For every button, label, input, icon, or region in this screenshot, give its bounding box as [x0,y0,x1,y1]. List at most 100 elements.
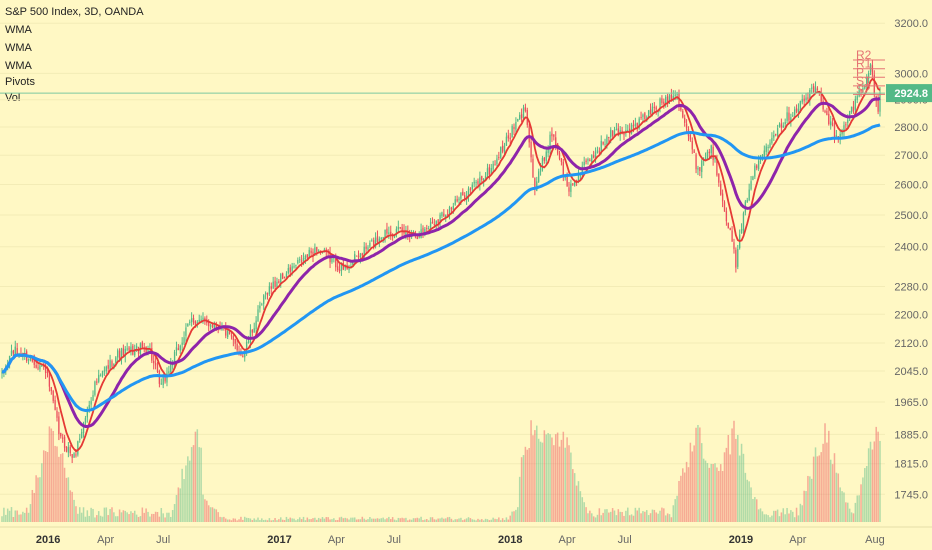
volume-bar [786,507,788,522]
candle-body [245,341,248,351]
volume-bar [865,466,868,522]
candle-body [534,178,536,190]
volume-bar [670,517,673,522]
candle-body [276,281,278,287]
volume-bar [723,452,726,522]
volume-bar [572,469,574,522]
volume-bar [48,426,51,522]
candle-body [458,198,460,201]
volume-bar [115,516,117,522]
volume-bar [215,509,218,522]
volume-bar [285,516,288,522]
candle-body [547,150,549,153]
volume-bar [50,428,53,522]
candle-body [90,401,92,405]
volume-bar [528,448,530,522]
candle-body [811,87,813,89]
candle-body [708,151,710,154]
candle-body [422,227,424,232]
candle-body [729,227,731,230]
candle-body [73,453,75,458]
volume-bar [469,518,472,522]
candle-body [247,341,250,343]
volume-bar [446,517,449,522]
volume-bar [401,517,403,522]
y-tick-label: 2600.0 [894,180,928,192]
volume-bar [219,516,221,522]
candle-body [323,249,326,251]
volume-bar [20,514,22,522]
candle-body [304,255,307,260]
candle-body [835,135,838,138]
candle-body [484,175,487,179]
y-tick-label: 2800.0 [894,122,928,134]
candle-body [754,165,756,177]
volume-bar [139,516,142,522]
volume-bar [228,519,231,522]
volume-bar [850,512,853,522]
volume-bar [281,519,284,522]
candle-body [29,357,32,361]
volume-bar [365,519,367,522]
volume-bar [585,507,587,522]
grid [0,22,885,495]
volume-bar [621,511,623,522]
volume-bar [706,463,709,522]
candle-body [674,94,676,96]
volume-bar [505,517,508,522]
candle-body [812,86,815,93]
volume-bar [37,477,39,522]
candle-body [848,111,851,119]
volume-bar [642,511,644,522]
candle-body [475,182,477,184]
candle-body [549,134,551,151]
candle-body [445,214,447,218]
x-tick-label: Jul [618,534,632,546]
volume-bar [316,519,318,522]
volume-bar [192,445,195,522]
volume-bar [604,509,606,522]
volume-bar [204,499,206,522]
candle-body [437,219,439,223]
y-tick-label: 1885.0 [894,429,928,441]
volume-bar [63,467,66,522]
volume-bar [439,518,441,522]
candle-body [742,213,745,231]
volume-bar [327,517,329,522]
candle-body [62,437,64,439]
candle-body [230,335,233,337]
volume-bar [494,518,496,522]
volume-bar [776,509,779,522]
candle-body [471,184,473,190]
candle-body [644,113,646,119]
candle-body [31,358,34,362]
candle-body [610,129,612,138]
volume-bar [486,519,489,522]
candle-body [98,374,100,382]
wma-line-10 [1,77,881,453]
candle-body [297,260,299,264]
volume-bar [816,456,819,522]
volume-bar [42,450,45,522]
volume-bar [213,508,216,522]
candle-body [113,363,115,366]
volume-bar [124,510,127,522]
candle-body [162,377,164,386]
candle-body [92,395,94,401]
candle-body [266,292,269,296]
volume-bar [443,518,445,522]
volume-bar [492,517,494,522]
volume-bar [188,460,191,522]
volume-bar [558,446,561,522]
volume-bar [619,511,621,522]
volume-bar [801,505,804,522]
candle-body [448,207,451,215]
candle-body [682,110,684,118]
volume-bar [450,518,453,522]
y-tick-label: 2120.0 [894,338,928,350]
volume-bar [640,513,642,522]
volume-bar [202,494,204,522]
candle-body [797,109,800,113]
volume-bar [179,488,182,522]
candle-body [801,99,803,103]
